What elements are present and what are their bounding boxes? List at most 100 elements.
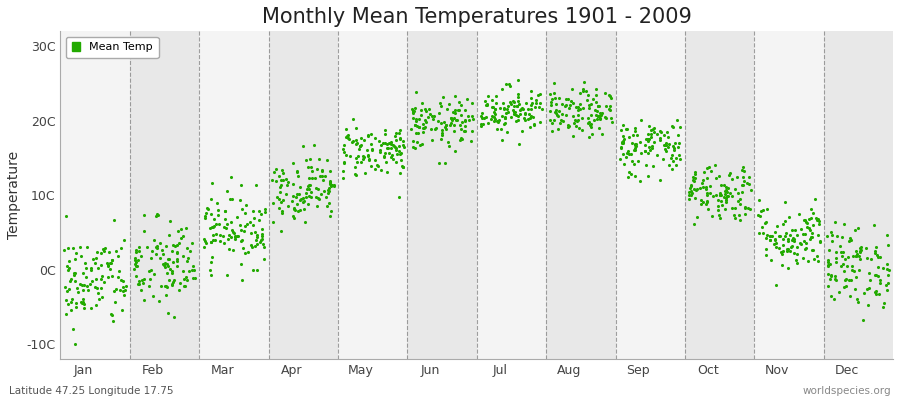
Point (396, 164, 410, 170)
Point (823, 275, 837, 282)
Point (626, 147, 641, 153)
Point (591, 103, 606, 110)
Point (510, 91, 525, 97)
Point (533, 91, 547, 97)
Point (454, 126, 468, 133)
Point (577, 79, 591, 86)
Point (58, 212, 73, 219)
Point (223, 195, 238, 202)
Point (767, 241, 781, 247)
Point (176, 253, 190, 259)
Point (590, 103, 605, 109)
Point (378, 131, 392, 138)
Point (368, 135, 382, 141)
Point (713, 192, 727, 198)
Point (836, 249, 850, 255)
Point (876, 304, 890, 310)
Point (834, 263, 849, 270)
Point (464, 100, 479, 106)
Point (634, 117, 648, 123)
Point (281, 203, 295, 209)
Point (510, 94, 525, 100)
Point (787, 250, 801, 256)
Point (393, 157, 408, 163)
Point (389, 147, 403, 153)
Point (322, 200, 337, 206)
Point (643, 144, 657, 151)
Point (129, 246, 143, 253)
Point (293, 196, 308, 203)
Point (533, 119, 547, 125)
Point (434, 136, 448, 143)
Point (440, 106, 454, 112)
Point (94, 250, 109, 256)
Point (571, 103, 585, 110)
Point (827, 219, 842, 226)
Point (286, 206, 301, 212)
Point (785, 227, 799, 234)
Point (322, 179, 337, 185)
Point (603, 92, 617, 99)
Point (860, 302, 875, 308)
Point (828, 276, 842, 283)
Point (272, 205, 286, 211)
Point (685, 190, 699, 197)
Point (713, 214, 727, 221)
Point (203, 196, 218, 202)
Point (337, 142, 351, 148)
Point (255, 233, 269, 239)
Point (412, 124, 427, 130)
Point (291, 208, 305, 214)
Point (75, 253, 89, 259)
Point (525, 100, 539, 107)
Point (508, 109, 522, 116)
Point (348, 125, 363, 132)
Point (842, 238, 856, 244)
Point (488, 111, 502, 117)
Point (77, 260, 92, 267)
Point (68, 341, 83, 348)
Point (289, 194, 303, 200)
Point (531, 104, 545, 110)
Point (698, 169, 712, 175)
Point (544, 120, 559, 126)
Point (454, 118, 469, 125)
Point (135, 277, 149, 283)
Point (718, 187, 733, 194)
Point (111, 253, 125, 259)
Point (339, 134, 354, 140)
Point (820, 233, 834, 240)
Point (474, 114, 489, 121)
Point (454, 102, 468, 108)
Point (389, 158, 403, 165)
Point (731, 198, 745, 204)
Point (721, 193, 735, 199)
Point (158, 260, 172, 266)
Point (849, 248, 863, 254)
Point (738, 211, 752, 217)
Point (663, 154, 678, 161)
Point (228, 236, 242, 242)
Point (104, 310, 119, 317)
Point (293, 184, 308, 190)
Point (667, 146, 681, 153)
Point (76, 299, 91, 305)
Point (498, 114, 512, 121)
Point (302, 182, 317, 188)
Point (324, 183, 338, 189)
Point (782, 232, 796, 238)
Point (495, 136, 509, 143)
Point (652, 136, 667, 143)
Point (776, 241, 790, 248)
Point (706, 213, 720, 220)
Point (613, 156, 627, 162)
Point (392, 143, 406, 149)
Point (415, 99, 429, 106)
Point (535, 106, 549, 112)
Point (781, 236, 796, 242)
Point (141, 282, 156, 289)
Point (75, 282, 89, 288)
Point (159, 284, 174, 291)
Point (700, 175, 715, 181)
Point (356, 153, 371, 159)
